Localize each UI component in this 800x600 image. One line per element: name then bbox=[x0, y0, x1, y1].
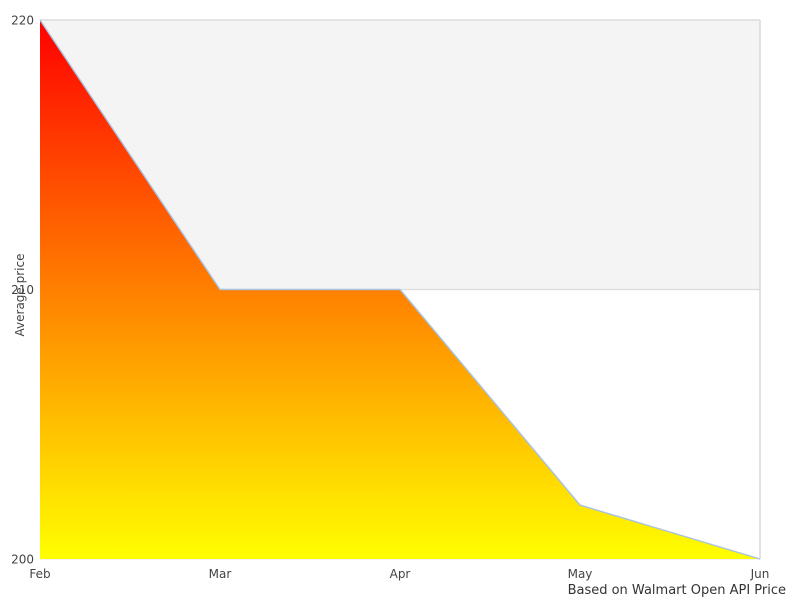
xtick-apr: Apr bbox=[390, 567, 411, 581]
xtick-jun: Jun bbox=[750, 567, 770, 581]
chart-caption: Based on Walmart Open API Price bbox=[568, 583, 786, 598]
ytick-220: 220 bbox=[11, 14, 34, 28]
ytick-200: 200 bbox=[11, 553, 34, 567]
xtick-may: May bbox=[568, 567, 593, 581]
y-axis-title: Average price bbox=[13, 254, 27, 337]
xtick-mar: Mar bbox=[209, 567, 232, 581]
xtick-feb: Feb bbox=[29, 567, 50, 581]
ytick-210: 210 bbox=[11, 283, 34, 297]
price-line bbox=[39, 19, 761, 560]
